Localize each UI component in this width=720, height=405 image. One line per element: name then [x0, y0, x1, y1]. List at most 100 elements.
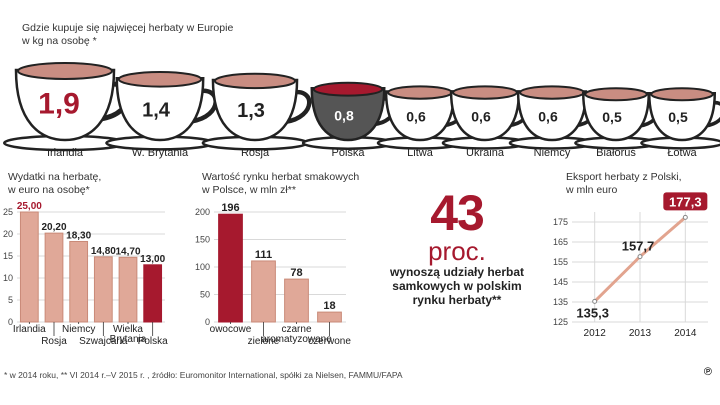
- highlight-unit: proc.: [428, 236, 486, 266]
- y-tick-label: 15: [3, 251, 13, 261]
- bar-value-label: 13,00: [140, 254, 165, 265]
- cup-8: 0,5 Białoruś: [574, 87, 660, 159]
- data-point: [637, 254, 643, 260]
- bar-value-label: 25,00: [17, 201, 42, 212]
- cup-value: 0,8: [334, 107, 354, 123]
- cup-country-label: Litwa: [407, 147, 434, 159]
- export-line-chart: 125 135 145 155 165 175 2012 2013 2014 135,3 157,7…: [553, 192, 708, 339]
- cup-9: 0,5 Łotwa: [640, 87, 720, 159]
- cup-1: 1,9 Irlandia: [2, 62, 131, 159]
- bar: [143, 264, 163, 323]
- cups-subtitle: w kg na osobę *: [22, 35, 97, 47]
- bar-value-label: 18: [323, 300, 335, 312]
- bar: [251, 260, 276, 323]
- cup-value: 0,5: [668, 109, 688, 125]
- footnote: * w 2014 roku, ** VI 2014 r.–V 2015 r. ,…: [4, 370, 403, 380]
- chart1-title: Wydatki na herbatę,: [8, 171, 102, 183]
- cup-2: 1,4 W. Brytania: [105, 71, 218, 159]
- bar: [317, 311, 342, 323]
- bar-value-label: 78: [290, 267, 302, 279]
- bar-value-label: 18,30: [66, 230, 91, 241]
- cup-body-shape: [310, 86, 386, 142]
- cup-value: 0,5: [602, 109, 622, 125]
- tea-surface: [519, 85, 585, 100]
- y-tick-label: 145: [553, 277, 568, 287]
- cup-country-label: Ukraina: [466, 147, 505, 159]
- category-label: Niemcy: [62, 324, 95, 335]
- bar-value-label: 111: [255, 249, 272, 261]
- category-label: Rosja: [41, 336, 67, 347]
- y-tick-label: 20: [3, 229, 13, 239]
- cup-value: 0,6: [471, 109, 491, 125]
- cup-4: 0,8 Polska: [301, 81, 397, 159]
- cup-body-shape: [449, 90, 521, 142]
- y-tick-label: 100: [195, 262, 210, 272]
- bar: [19, 211, 39, 323]
- y-tick-label: 0: [205, 317, 210, 327]
- x-tick-label: 2013: [629, 328, 652, 339]
- data-value-label: 157,7: [622, 239, 655, 254]
- chart2-subtitle: w Polsce, w mln zł**: [202, 184, 296, 196]
- data-value-label: 177,3: [669, 194, 702, 209]
- chart1-subtitle: w euro na osobę*: [8, 184, 90, 196]
- category-label: czerwone: [308, 336, 351, 347]
- cup-body-shape: [581, 91, 651, 142]
- y-tick-label: 135: [553, 297, 568, 307]
- data-point: [682, 214, 688, 220]
- bar-value-label: 196: [221, 202, 239, 214]
- cup-value: 1,4: [142, 100, 171, 122]
- bar: [284, 278, 309, 323]
- category-label: aromatyzowane: [261, 334, 332, 345]
- data-value-label: 135,3: [576, 305, 609, 320]
- spending-bar-chart: 0 5 10 15 20 25 25,00 Irlandia 20,20 Rosja 18,30 Ni…: [3, 201, 168, 347]
- category-label: Wielka: [113, 324, 143, 335]
- cup-country-label: Łotwa: [667, 147, 697, 159]
- cup-5: 0,6 Litwa: [376, 85, 466, 159]
- category-label: zielone: [248, 336, 280, 347]
- cup-value: 0,6: [538, 109, 558, 125]
- highlight-description: wynoszą udziały herbat samkowych w polsk…: [389, 265, 525, 307]
- bar: [44, 232, 64, 323]
- tea-surface: [17, 62, 113, 80]
- y-tick-label: 150: [195, 235, 210, 245]
- cup-body-shape: [211, 78, 299, 142]
- bar-value-label: 14,80: [91, 246, 116, 257]
- y-tick-label: 165: [553, 237, 568, 247]
- y-tick-label: 175: [553, 217, 568, 227]
- tea-surface: [387, 85, 453, 100]
- bar: [69, 240, 89, 323]
- y-tick-label: 25: [3, 207, 13, 217]
- category-label: Brytania: [110, 334, 147, 345]
- cup-6: 0,6 Ukraina: [441, 85, 531, 159]
- y-tick-label: 155: [553, 257, 568, 267]
- cup-body-shape: [647, 91, 717, 142]
- cup-body-shape: [14, 68, 116, 142]
- bar: [118, 256, 138, 323]
- cup-value: 1,9: [38, 87, 80, 120]
- cup-value: 1,3: [237, 100, 265, 122]
- tea-surface: [650, 87, 714, 102]
- cup-country-label: Niemcy: [534, 147, 571, 159]
- chart3-title: Eksport herbaty z Polski,: [566, 171, 682, 183]
- flavored-tea-bar-chart: 0 50 100 150 200 196 owocowe 111 zielone 78 czarne…: [195, 202, 351, 347]
- highlight-number: 43: [430, 185, 485, 241]
- tea-surface: [117, 71, 203, 88]
- cup-country-label: Białoruś: [596, 147, 636, 159]
- y-tick-label: 0: [8, 317, 13, 327]
- chart2-title: Wartość rynku herbat smakowych: [202, 171, 360, 183]
- x-tick-label: 2014: [674, 328, 697, 339]
- tea-surface: [312, 81, 384, 97]
- category-label: czarne: [281, 324, 311, 335]
- tea-surface: [452, 85, 518, 100]
- category-label: owocowe: [210, 324, 252, 335]
- category-label: Polska: [138, 336, 168, 347]
- cup-country-label: Polska: [331, 147, 365, 159]
- y-tick-label: 200: [195, 207, 210, 217]
- cup-country-label: Rosja: [241, 147, 270, 159]
- cups-title: Gdzie kupuje się najwięcej herbaty w Eur…: [22, 22, 234, 34]
- cup-value: 0,6: [406, 109, 426, 125]
- cup-3: 1,3 Rosja: [201, 72, 312, 159]
- category-label: Szwajcaria: [79, 336, 128, 347]
- credit-logo: ℗: [703, 366, 712, 378]
- bar: [93, 256, 113, 323]
